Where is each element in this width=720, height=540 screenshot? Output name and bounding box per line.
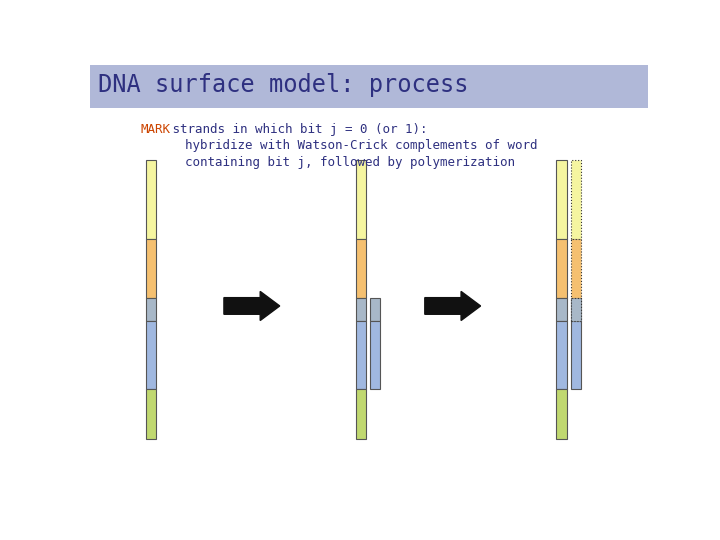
Bar: [146, 321, 156, 389]
Bar: [146, 160, 156, 239]
Polygon shape: [224, 292, 279, 321]
Text: strands in which bit j = 0 (or 1):: strands in which bit j = 0 (or 1):: [165, 123, 428, 136]
Bar: [146, 389, 156, 439]
Bar: [370, 298, 380, 321]
Bar: [356, 160, 366, 239]
Bar: [356, 298, 366, 321]
Bar: [557, 389, 567, 439]
Bar: [370, 321, 380, 389]
Polygon shape: [425, 292, 481, 321]
Bar: [557, 160, 567, 239]
Bar: [356, 239, 366, 298]
Bar: [571, 321, 581, 389]
Bar: [571, 298, 581, 321]
Bar: [571, 239, 581, 298]
Bar: [557, 239, 567, 298]
Bar: [90, 65, 648, 109]
Bar: [557, 298, 567, 321]
Bar: [557, 321, 567, 389]
Text: MARK: MARK: [140, 123, 170, 136]
Bar: [571, 298, 581, 321]
Text: hybridize with Watson-Crick complements of word: hybridize with Watson-Crick complements …: [140, 139, 538, 152]
Bar: [146, 239, 156, 298]
Bar: [356, 389, 366, 439]
Text: containing bit j, followed by polymerization: containing bit j, followed by polymeriza…: [140, 156, 516, 169]
Text: DNA surface model: process: DNA surface model: process: [99, 73, 469, 97]
Bar: [356, 321, 366, 389]
Bar: [571, 160, 581, 239]
Bar: [146, 298, 156, 321]
